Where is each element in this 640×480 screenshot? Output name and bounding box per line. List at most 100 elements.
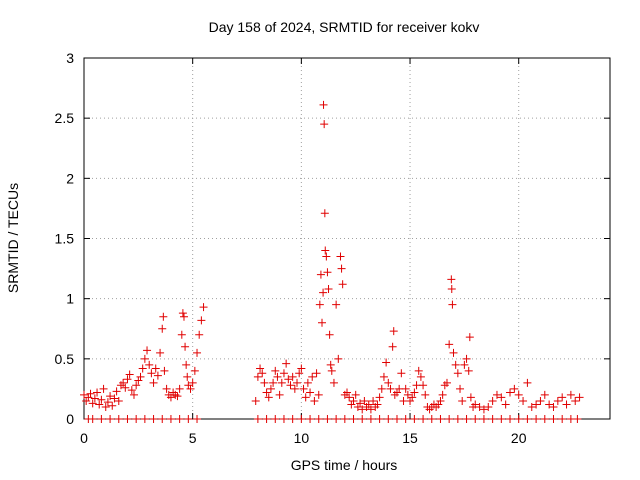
data-point (447, 285, 456, 294)
data-point (258, 369, 267, 378)
data-point (320, 120, 329, 129)
data-point (323, 268, 332, 277)
data-point (479, 405, 488, 414)
data-point (389, 327, 398, 336)
data-point (177, 330, 186, 339)
data-point (397, 369, 406, 378)
x-axis-label: GPS time / hours (291, 457, 398, 473)
data-point (286, 381, 295, 390)
data-point (262, 415, 271, 423)
data-point (282, 359, 291, 368)
data-point (453, 415, 462, 423)
data-point (136, 372, 145, 381)
data-point (388, 342, 397, 351)
data-point (325, 330, 334, 339)
data-point (129, 390, 138, 399)
data-point (338, 280, 347, 289)
data-point (106, 415, 115, 423)
data-point (295, 369, 304, 378)
data-point (445, 340, 454, 349)
data-point (279, 415, 288, 423)
data-point (279, 369, 288, 378)
data-point (343, 388, 351, 397)
data-point (571, 396, 580, 405)
data-point (375, 415, 384, 423)
data-point (466, 393, 475, 402)
data-point (293, 378, 302, 387)
data-point (351, 390, 360, 399)
data-point (127, 386, 136, 395)
data-point (271, 415, 280, 423)
data-point (86, 389, 95, 398)
data-point (453, 369, 462, 378)
x-tick-labels: 0 5 10 15 20 (80, 430, 527, 446)
data-point (253, 415, 262, 423)
data-point (269, 378, 278, 387)
data-point (190, 366, 199, 375)
data-point (306, 415, 315, 423)
data-point (326, 360, 335, 369)
data-point (358, 415, 367, 423)
data-point (532, 415, 541, 423)
data-point (460, 360, 469, 369)
data-point (175, 384, 184, 393)
data-point (323, 415, 332, 423)
data-point (329, 378, 338, 387)
data-point (199, 303, 208, 312)
data-point (340, 415, 349, 423)
data-point (110, 394, 119, 403)
data-point (151, 364, 160, 373)
data-point (386, 384, 395, 393)
data-point (327, 366, 336, 375)
data-point (310, 396, 319, 405)
data-point (173, 392, 182, 401)
data-point (266, 384, 275, 393)
data-point (195, 330, 204, 339)
data-point (153, 371, 162, 380)
data-point (193, 415, 202, 423)
data-point (275, 390, 284, 399)
data-point (178, 309, 187, 318)
data-point (451, 360, 460, 369)
data-point (162, 384, 171, 393)
x-tick-label: 5 (189, 430, 197, 446)
data-point (88, 415, 97, 423)
data-point (471, 400, 480, 409)
y-axis-label: SRMTID / TECUs (5, 183, 21, 293)
data-point (471, 415, 480, 423)
data-point (506, 388, 515, 397)
data-point (553, 396, 562, 405)
data-point (297, 364, 306, 373)
y-tick-label: 2 (66, 170, 74, 186)
data-point (360, 396, 369, 405)
data-point (253, 372, 262, 381)
data-point (523, 415, 532, 423)
data-point (114, 396, 123, 405)
data-point (260, 378, 269, 387)
data-point (184, 415, 193, 423)
data-point (366, 415, 375, 423)
data-point (345, 393, 354, 402)
data-point (95, 400, 104, 409)
data-point (438, 390, 447, 399)
data-point (273, 372, 282, 381)
data-point (179, 312, 188, 321)
data-point (299, 384, 308, 393)
data-point (449, 348, 458, 357)
data-point (445, 415, 454, 423)
data-point (134, 376, 143, 385)
data-point (479, 415, 488, 423)
data-point (312, 369, 321, 378)
data-point (384, 378, 393, 387)
data-point (414, 366, 423, 375)
data-point (308, 372, 317, 381)
y-tick-label: 2.5 (55, 110, 75, 126)
data-point (384, 415, 393, 423)
data-point (303, 378, 312, 387)
data-point (456, 384, 465, 393)
data-point (324, 285, 333, 294)
y-tick-label: 1 (66, 291, 74, 307)
data-point (132, 381, 141, 390)
data-point (562, 400, 571, 409)
